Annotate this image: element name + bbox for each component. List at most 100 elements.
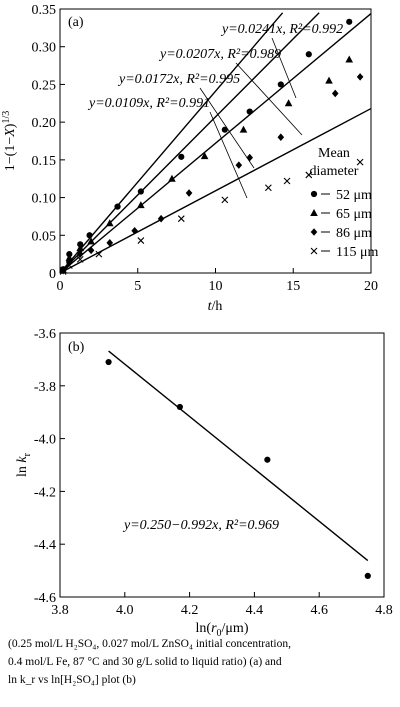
chart-a-y-ticks: 0 0.05 0.10 0.15 0.20 0.25 0.30 0.35 [32,3,65,282]
data-point-2 [76,250,84,258]
data-point-1 [76,244,85,252]
chart-b-x-ticks: 3.8 4.0 4.2 4.4 4.6 4.8 [51,592,393,618]
x-tick-label: 4.2 [181,603,199,618]
legend-marker-3 [310,247,318,255]
legend-title-line2: diameter [310,164,359,179]
legend-label-0: 52 μm [336,188,372,203]
data-point-2 [157,214,165,223]
figure-caption: (0.25 mol/L H₂SO₄, 0.027 mol/L ZnSO₄ ini… [8,636,394,689]
chart-b-panel-label: (b) [68,340,85,355]
y-tick-label: 0 [49,267,56,282]
data-point-0 [246,108,253,115]
data-point-0 [221,126,228,133]
data-point-0 [114,203,121,210]
fit-line-3 [59,107,372,274]
y-tick-label: 0.05 [32,229,57,244]
y-tick-label: -4.4 [34,538,56,553]
y-tick-label: 0.25 [32,78,57,93]
data-point-2 [87,246,95,255]
x-tick-label: 0 [57,279,64,294]
legend-marker-2 [310,228,318,236]
data-point-3 [137,237,145,244]
leader-115um [209,111,248,199]
chart-b-points [105,358,371,579]
chart-b-fit-line [108,350,369,562]
y-tick-label: 0.20 [32,116,57,131]
data-point [105,358,112,366]
y-tick-label: -4.2 [34,485,56,500]
x-tick-label: 5 [134,279,141,294]
data-point [176,403,183,411]
data-point-0 [346,18,353,25]
x-tick-label: 15 [286,279,300,294]
leader-52um [271,37,297,99]
chart-b-y-ticks: -3.6 -3.8 -4.0 -4.2 -4.4 -4.6 [34,327,65,606]
chart-b-frame [59,332,385,598]
data-point-1 [325,76,333,84]
data-point-0 [178,153,185,160]
data-point-1 [345,55,354,63]
data-point-2 [331,89,339,98]
fit-label-115um: y=0.0109x, R²=0.991 [87,96,210,111]
x-tick-label: 4.4 [246,603,264,618]
data-point-1 [137,201,145,209]
data-point-1 [87,237,95,245]
data-point-2 [246,153,254,162]
leader-86um [199,87,255,169]
fit-line-0 [59,12,284,274]
y-tick-label: -3.6 [34,327,56,342]
caption-line-3: ln k_r vs ln[H₂SO₄] plot (b) [8,673,136,686]
data-point-3 [283,177,291,185]
y-tick-label: 0.15 [32,154,57,169]
x-tick-label: 4.6 [310,603,328,618]
chart-a-legend: Mean diameter 52 μm 65 μm 86 μm 115 μm [310,146,379,260]
x-tick-label: 3.8 [51,603,69,618]
data-point-3 [95,250,103,258]
legend-marker-0 [310,190,318,198]
data-point [264,456,271,463]
data-point-2 [66,257,73,266]
legend-label-3: 115 μm [336,245,378,260]
y-tick-label: -3.8 [34,380,56,395]
data-point-3 [305,171,313,179]
chart-b: -3.6 -3.8 -4.0 -4.2 -4.4 -4.6 3.8 4.0 4.2 4.4 4.6… [15,327,393,639]
data-point-0 [305,51,312,58]
data-point-1 [65,253,74,261]
data-point-1 [168,174,176,182]
chart-a-fit-lines [59,12,372,274]
data-point-3 [76,256,84,263]
data-point-1 [105,219,114,227]
fit-line [108,350,369,562]
data-point-3 [264,184,272,192]
x-tick-label: 10 [209,279,223,294]
legend-marker-1 [310,209,318,216]
data-point-0 [277,81,284,88]
data-point [364,572,371,579]
y-tick-label: 0.30 [32,41,57,56]
y-tick-label: 0.35 [32,3,57,18]
y-tick-label: -4.0 [34,433,56,448]
leader-65um [235,62,303,136]
data-point-3 [59,268,67,275]
chart-a-points [59,18,364,275]
x-tick-label: 4.8 [375,603,393,618]
data-point-2 [356,73,364,81]
x-tick-label: 4.0 [116,603,134,618]
legend-title-line1: Mean [318,146,350,161]
fit-line-1 [59,12,320,274]
data-point-3 [221,196,229,204]
data-point-1 [200,152,209,160]
legend-items: 52 μm 65 μm 86 μm 115 μm [310,188,378,260]
y-tick-label: 0.10 [32,192,57,207]
data-point-2 [185,189,193,197]
data-point-3 [65,262,73,269]
data-point-1 [239,125,248,133]
fit-line-2 [59,12,372,274]
fit-label-65um: y=0.0207x, R²=0.989 [158,47,281,62]
data-point-2 [235,161,243,169]
chart-a-x-ticks: 0 5 10 15 20 [57,268,378,294]
legend-label-2: 86 μm [336,226,372,241]
chart-b-x-label: ln(r0/μm) [196,621,249,639]
data-point-2 [131,226,138,235]
fit-label-52um: y=0.0241x, R²=0.992 [220,22,343,37]
